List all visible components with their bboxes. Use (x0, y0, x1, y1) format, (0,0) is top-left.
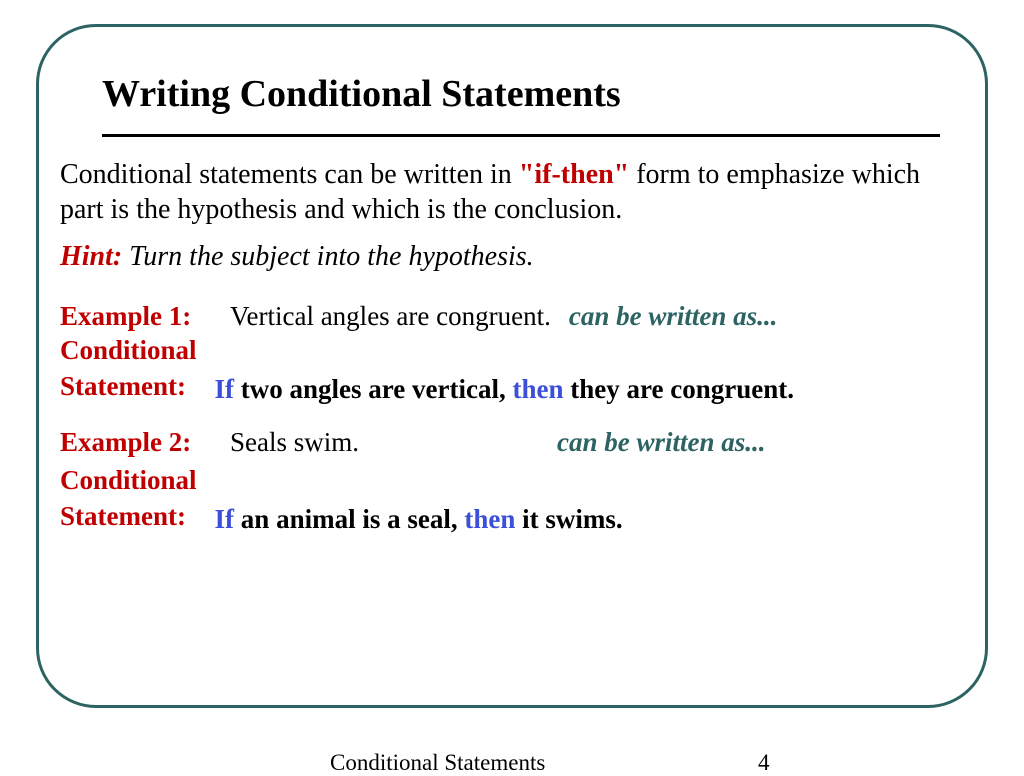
footer-page-number: 4 (758, 750, 770, 776)
cond-mid2: they are congruent. (564, 374, 794, 404)
example-1-conditional: If two angles are vertical, then they ar… (215, 374, 794, 405)
example-2-label: Example 2: (60, 427, 212, 458)
cond-label-line2: Statement: (60, 371, 186, 401)
footer-title: Conditional Statements (330, 750, 545, 776)
then-keyword: then (512, 374, 563, 404)
cond-label-line1: Conditional (60, 465, 197, 495)
cond-label-line1: Conditional (60, 335, 197, 365)
slide-content: Writing Conditional Statements Condition… (60, 72, 964, 557)
example-2: Example 2: Seals swim. can be written as… (60, 427, 964, 535)
if-keyword: If (215, 374, 235, 404)
example-1-conditional-row: Conditional Statement: If two angles are… (60, 332, 964, 405)
example-2-row: Example 2: Seals swim. can be written as… (60, 427, 964, 458)
example-1-row: Example 1: Vertical angles are congruent… (60, 301, 964, 332)
example-2-conditional-row: Conditional Statement: If an animal is a… (60, 462, 964, 535)
example-1-written-as: can be written as... (569, 301, 778, 332)
example-2-statement: Seals swim. (230, 427, 359, 458)
cond-label-line2: Statement: (60, 501, 186, 531)
example-2-cond-label: Conditional Statement: (60, 462, 197, 535)
cond-mid2: it swims. (515, 504, 622, 534)
hint-label: Hint: (60, 241, 122, 272)
cond-mid1: an animal is a seal, (234, 504, 464, 534)
hint-line: Hint: Turn the subject into the hypothes… (60, 241, 964, 273)
example-1: Example 1: Vertical angles are congruent… (60, 301, 964, 405)
intro-pre: Conditional statements can be written in (60, 159, 519, 190)
if-then-keyword: "if-then" (519, 159, 629, 190)
slide-title: Writing Conditional Statements (102, 72, 964, 116)
example-2-written-as: can be written as... (557, 427, 766, 458)
hint-text: Turn the subject into the hypothesis. (122, 241, 533, 272)
example-1-statement: Vertical angles are congruent. (230, 301, 551, 332)
example-2-conditional: If an animal is a seal, then it swims. (215, 504, 623, 535)
then-keyword: then (464, 504, 515, 534)
cond-mid1: two angles are vertical, (234, 374, 512, 404)
intro-paragraph: Conditional statements can be written in… (60, 157, 964, 227)
if-keyword: If (215, 504, 235, 534)
example-1-cond-label: Conditional Statement: (60, 332, 197, 405)
title-divider (102, 134, 940, 137)
example-1-label: Example 1: (60, 301, 212, 332)
